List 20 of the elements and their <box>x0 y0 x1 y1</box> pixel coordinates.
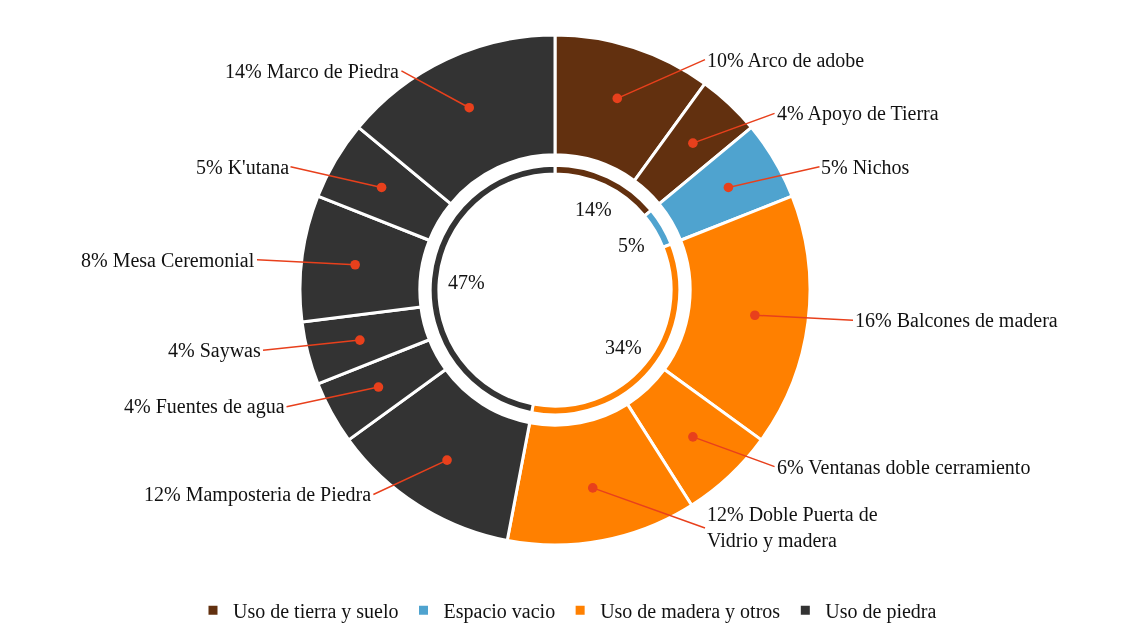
slice-label: 5% Nichos <box>821 156 910 178</box>
slice-label: 14% Marco de Piedra <box>225 60 399 82</box>
slice-label: 5% K'utana <box>196 156 290 178</box>
legend-label: Espacio vacio <box>443 600 556 624</box>
slice-label: 4% Saywas <box>168 339 261 362</box>
data-label: 34% <box>605 336 642 358</box>
slice-label: 8% Mesa Ceremonial <box>81 249 255 271</box>
data-label: 47% <box>448 271 485 293</box>
data-label: 14% <box>575 198 612 220</box>
slice-label: 12% Mamposteria de Piedra <box>144 483 372 506</box>
slice-label: 10% Arco de adobe <box>707 49 865 71</box>
slice-label: 6% Ventanas doble cerramiento <box>777 456 1031 478</box>
slice-label: 4% Apoyo de Tierra <box>777 102 939 125</box>
slice-label: 4% Fuentes de agua <box>124 395 285 418</box>
legend-label: Uso de piedra <box>825 600 937 624</box>
slice-label: 12% Doble Puerta de Vidrio y madera <box>707 503 878 552</box>
legend-label: Uso de madera y otros <box>600 600 781 624</box>
legend-label: Uso de tierra y suelo <box>233 600 399 624</box>
data-label: 5% <box>618 234 645 256</box>
slice-label: 16% Balcones de madera <box>855 309 1058 331</box>
